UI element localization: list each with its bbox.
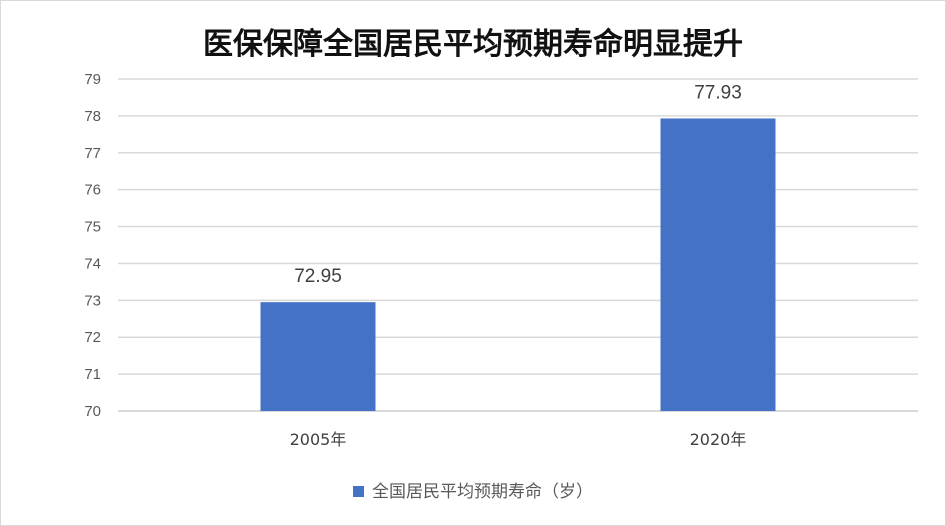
chart-title: 医保保障全国居民平均预期寿命明显提升 bbox=[203, 27, 743, 62]
y-tick-label: 71 bbox=[84, 366, 101, 383]
data-label: 72.95 bbox=[294, 266, 342, 287]
y-tick-label: 77 bbox=[84, 145, 101, 162]
y-tick-label: 74 bbox=[84, 255, 101, 272]
bar bbox=[660, 118, 776, 412]
y-tick-label: 79 bbox=[84, 71, 101, 88]
y-tick-label: 78 bbox=[84, 108, 101, 125]
data-label: 77.93 bbox=[694, 82, 742, 103]
y-tick-label: 70 bbox=[84, 403, 101, 420]
legend: 全国居民平均预期寿命（岁） bbox=[1, 477, 945, 502]
y-tick-label: 73 bbox=[84, 292, 101, 309]
x-tick-label: 2005年 bbox=[290, 430, 347, 449]
y-tick-label: 75 bbox=[84, 219, 101, 236]
bar bbox=[260, 302, 376, 411]
y-tick-label: 72 bbox=[84, 329, 101, 346]
legend-swatch bbox=[353, 486, 364, 497]
legend-label: 全国居民平均预期寿命（岁） bbox=[372, 482, 593, 502]
x-tick-label: 2020年 bbox=[690, 430, 747, 449]
y-tick-label: 76 bbox=[84, 182, 101, 199]
